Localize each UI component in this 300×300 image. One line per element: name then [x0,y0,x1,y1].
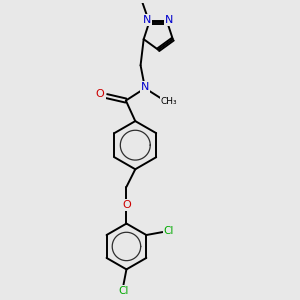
Text: N: N [143,15,152,26]
Text: O: O [96,89,105,99]
Text: N: N [141,82,149,92]
Text: Cl: Cl [164,226,174,236]
Text: N: N [165,15,173,26]
Text: Cl: Cl [118,286,129,296]
Text: CH₃: CH₃ [161,97,178,106]
Text: O: O [122,200,131,210]
